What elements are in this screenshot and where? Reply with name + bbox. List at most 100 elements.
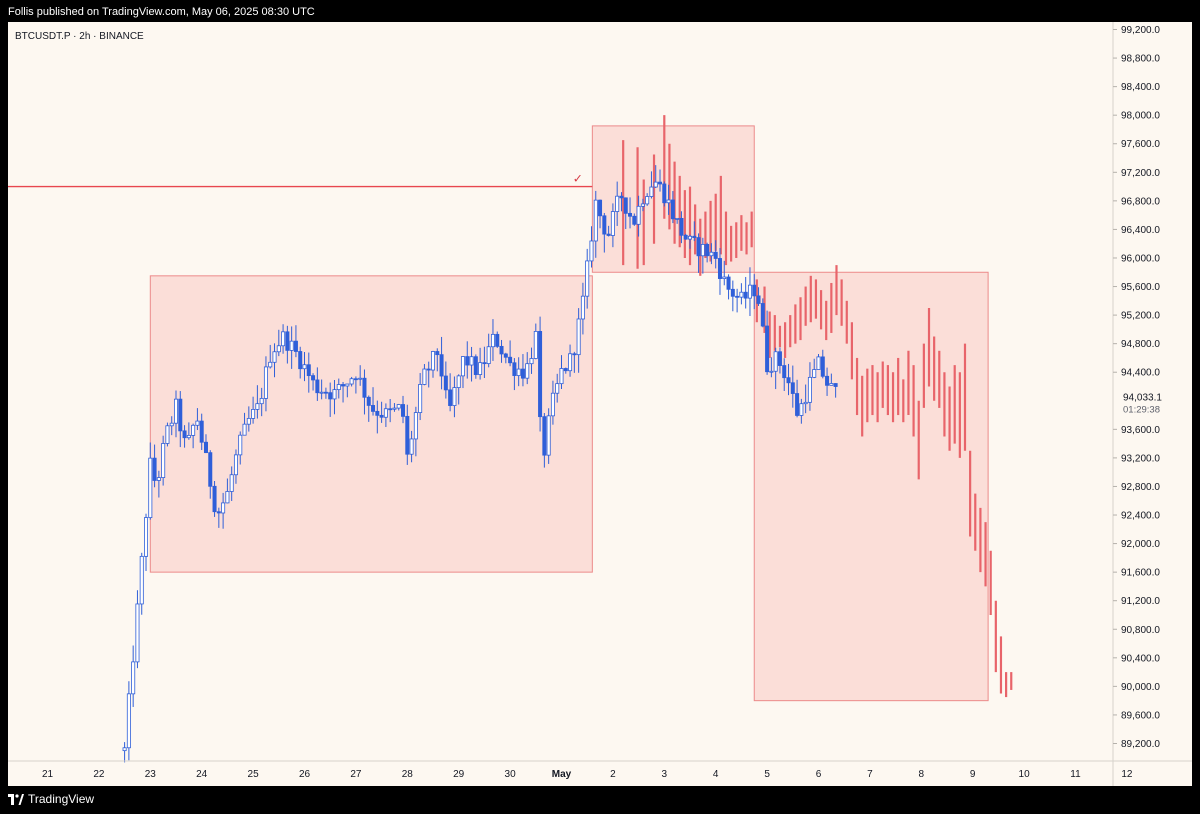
candle bbox=[525, 352, 530, 385]
candle-body bbox=[430, 351, 435, 371]
candle bbox=[568, 344, 573, 377]
price-tick-label: 92,000.0 bbox=[1121, 539, 1160, 550]
candle-body bbox=[645, 196, 650, 205]
candle bbox=[156, 470, 161, 498]
axis-layer: 99,200.0 98,800.0 98,400.0 98,000.0 97,600.0… bbox=[8, 22, 1192, 786]
candle-body bbox=[435, 351, 440, 356]
candle-body bbox=[221, 502, 226, 514]
candle bbox=[529, 347, 534, 374]
candle bbox=[293, 325, 298, 358]
candle-body bbox=[165, 425, 170, 444]
candle bbox=[126, 681, 131, 761]
candle-body bbox=[568, 353, 573, 372]
candle-body bbox=[156, 477, 161, 481]
candle-body bbox=[555, 383, 560, 394]
chart-area[interactable]: ✓ 99,200.0 98,800.0 98,400.0 98,000.0 97,600… bbox=[8, 22, 1192, 786]
candle-body bbox=[383, 408, 388, 418]
candle bbox=[122, 742, 127, 763]
candle-body bbox=[722, 276, 727, 279]
candle-body bbox=[281, 331, 286, 347]
candle-body bbox=[332, 389, 337, 400]
candle-body bbox=[563, 368, 568, 372]
candle-body bbox=[465, 356, 470, 366]
candle bbox=[610, 203, 615, 248]
candle bbox=[439, 336, 444, 390]
candle-body bbox=[799, 403, 804, 416]
candle-body bbox=[653, 181, 658, 188]
candle-body bbox=[765, 325, 770, 373]
candle bbox=[289, 326, 294, 369]
candle-body bbox=[375, 410, 380, 416]
candle bbox=[323, 387, 328, 399]
candle bbox=[688, 234, 693, 249]
candle bbox=[396, 403, 401, 411]
candle bbox=[430, 350, 435, 378]
candle-body bbox=[182, 430, 187, 439]
candle-body bbox=[173, 398, 178, 424]
candle-body bbox=[803, 401, 808, 405]
candle bbox=[263, 356, 268, 412]
candle bbox=[799, 398, 804, 424]
candle bbox=[349, 376, 354, 387]
price-tick-label: 98,000.0 bbox=[1121, 111, 1160, 122]
candle-body bbox=[508, 356, 513, 364]
candle bbox=[499, 339, 504, 363]
candle bbox=[765, 310, 770, 375]
candle-body bbox=[546, 415, 551, 456]
candle bbox=[452, 376, 457, 418]
time-tick-label: 3 bbox=[662, 769, 668, 780]
candle-body bbox=[735, 295, 740, 298]
candle-body bbox=[216, 511, 221, 514]
candle-body bbox=[559, 368, 564, 385]
candle bbox=[161, 435, 166, 486]
candle bbox=[401, 395, 406, 424]
time-tick-label: 6 bbox=[816, 769, 822, 780]
candle-body bbox=[315, 379, 320, 394]
candle bbox=[203, 434, 208, 454]
candle bbox=[435, 348, 440, 372]
candle-body bbox=[289, 340, 294, 351]
candle bbox=[777, 347, 782, 374]
candle bbox=[336, 378, 341, 399]
candle bbox=[756, 287, 761, 306]
candle bbox=[730, 280, 735, 312]
candle bbox=[405, 404, 410, 465]
candle bbox=[820, 349, 825, 379]
candle-body bbox=[341, 384, 346, 387]
candle bbox=[825, 367, 830, 396]
candle-body bbox=[152, 457, 157, 481]
price-tick-label: 94,400.0 bbox=[1121, 368, 1160, 379]
candle bbox=[670, 191, 675, 224]
candle-body bbox=[379, 414, 384, 418]
candle bbox=[362, 369, 367, 415]
price-tick-label: 99,200.0 bbox=[1121, 25, 1160, 36]
candle-body bbox=[169, 422, 174, 427]
candle bbox=[726, 274, 731, 300]
candle-body bbox=[572, 353, 577, 356]
candle bbox=[782, 358, 787, 392]
candle bbox=[375, 400, 380, 434]
candle bbox=[593, 190, 598, 258]
candle bbox=[675, 217, 680, 224]
candle-body bbox=[392, 407, 397, 410]
candle bbox=[520, 354, 525, 387]
candlestick-chart[interactable]: ✓ 99,200.0 98,800.0 98,400.0 98,000.0 97,600… bbox=[8, 22, 1192, 786]
candle bbox=[281, 324, 286, 354]
candle bbox=[692, 221, 697, 242]
price-tick-label: 90,800.0 bbox=[1121, 625, 1160, 636]
candle bbox=[666, 184, 671, 215]
candle-body bbox=[679, 217, 684, 236]
price-tick-label: 96,400.0 bbox=[1121, 225, 1160, 236]
candle bbox=[743, 276, 748, 309]
candle bbox=[225, 478, 230, 504]
price-tick-label: 95,600.0 bbox=[1121, 282, 1160, 293]
candle-body bbox=[829, 383, 834, 386]
brand-name: TradingView bbox=[28, 792, 95, 806]
candle bbox=[186, 422, 191, 440]
candle-body bbox=[259, 398, 264, 405]
price-tick-label: 98,800.0 bbox=[1121, 54, 1160, 65]
candle bbox=[443, 361, 448, 399]
candle bbox=[418, 373, 423, 421]
candle-body bbox=[225, 491, 230, 504]
candle bbox=[139, 552, 144, 615]
